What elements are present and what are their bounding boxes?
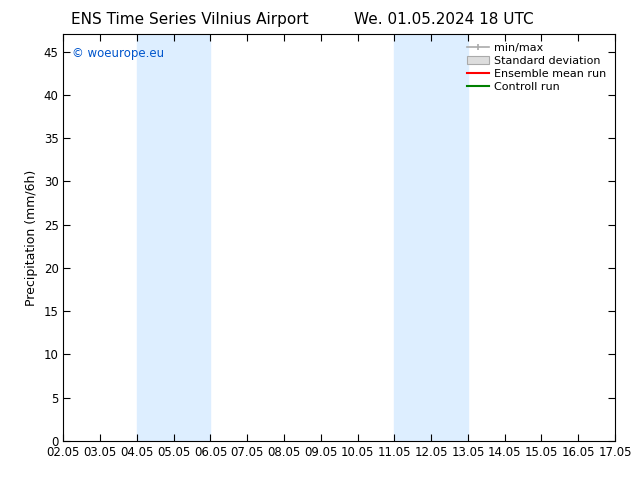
Y-axis label: Precipitation (mm/6h): Precipitation (mm/6h) [25, 170, 38, 306]
Text: ENS Time Series Vilnius Airport: ENS Time Series Vilnius Airport [72, 12, 309, 27]
Bar [137, 34, 210, 441]
Bar [394, 34, 468, 441]
Text: © woeurope.eu: © woeurope.eu [72, 47, 164, 59]
Text: We. 01.05.2024 18 UTC: We. 01.05.2024 18 UTC [354, 12, 534, 27]
Legend: min/max, Standard deviation, Ensemble mean run, Controll run: min/max, Standard deviation, Ensemble me… [464, 40, 609, 95]
